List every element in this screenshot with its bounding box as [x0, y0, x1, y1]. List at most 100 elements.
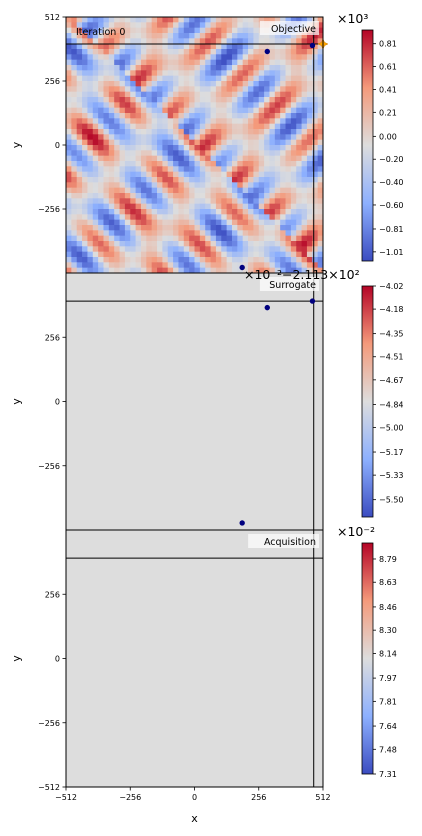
heatmap-cell: [264, 70, 270, 76]
heatmap-cell: [302, 209, 308, 215]
heatmap-cell: [178, 220, 184, 226]
heatmap-cell: [87, 214, 93, 220]
heatmap-cell: [178, 177, 184, 183]
heatmap-cell: [216, 145, 222, 151]
heatmap-cell: [291, 129, 297, 135]
heatmap-cell: [253, 214, 259, 220]
heatmap-cell: [103, 49, 109, 55]
heatmap-cell: [280, 182, 286, 188]
heatmap-cell: [296, 113, 302, 119]
heatmap-cell: [221, 246, 227, 252]
heatmap-cell: [280, 118, 286, 124]
colorbar-tick-label: 7.64: [379, 722, 397, 731]
heatmap-cell: [275, 70, 281, 76]
heatmap-cell: [120, 70, 126, 76]
heatmap-cell: [248, 86, 254, 92]
heatmap-cell: [162, 76, 168, 82]
heatmap-cell: [307, 166, 313, 172]
heatmap-cell: [286, 220, 292, 226]
heatmap-cell: [307, 108, 313, 114]
heatmap-cell: [296, 246, 302, 252]
heatmap-cell: [253, 166, 259, 172]
heatmap-cell: [296, 86, 302, 92]
heatmap-cell: [269, 86, 275, 92]
heatmap-cell: [302, 145, 308, 151]
heatmap-cell: [302, 230, 308, 236]
colorbar-tick-label: 0.81: [379, 40, 397, 49]
heatmap-cell: [296, 230, 302, 236]
heatmap-cell: [136, 134, 142, 140]
heatmap-cell: [114, 198, 120, 204]
heatmap-cell: [296, 49, 302, 55]
heatmap-cell: [66, 81, 72, 87]
colorbar-tick-label: 8.79: [379, 555, 397, 564]
heatmap-cell: [307, 257, 313, 263]
heatmap-cell: [66, 214, 72, 220]
heatmap-cell: [162, 188, 168, 194]
heatmap-cell: [152, 76, 158, 82]
heatmap-cell: [237, 92, 243, 98]
heatmap-cell: [87, 209, 93, 215]
heatmap-cell: [280, 108, 286, 114]
heatmap-cell: [103, 182, 109, 188]
heatmap-cell: [157, 241, 163, 247]
heatmap-cell: [152, 22, 158, 28]
heatmap-cell: [291, 49, 297, 55]
heatmap-cell: [71, 198, 77, 204]
heatmap-cell: [157, 140, 163, 146]
heatmap-cell: [103, 252, 109, 258]
objective-title: Objective: [271, 24, 316, 35]
heatmap-cell: [286, 134, 292, 140]
heatmap-cell: [120, 246, 126, 252]
heatmap-cell: [227, 193, 233, 199]
heatmap-cell: [152, 193, 158, 199]
heatmap-cell: [189, 230, 195, 236]
heatmap-cell: [221, 220, 227, 226]
colorbar-tick-label: −5.33: [379, 471, 404, 480]
heatmap-cell: [82, 140, 88, 146]
heatmap-cell: [71, 230, 77, 236]
heatmap-cell: [109, 92, 115, 98]
heatmap-cell: [259, 257, 265, 263]
heatmap-cell: [109, 225, 115, 231]
heatmap-cell: [232, 44, 238, 50]
heatmap-cell: [243, 92, 249, 98]
heatmap-cell: [221, 225, 227, 231]
heatmap-cell: [227, 204, 233, 210]
heatmap-cell: [269, 166, 275, 172]
x-tick-label: 512: [315, 793, 330, 802]
heatmap-cell: [136, 220, 142, 226]
heatmap-cell: [168, 225, 174, 231]
heatmap-cell: [200, 113, 206, 119]
heatmap-cell: [248, 166, 254, 172]
heatmap-cell: [184, 33, 190, 39]
heatmap-cell: [130, 145, 136, 151]
heatmap-cell: [286, 241, 292, 247]
heatmap-cell: [87, 198, 93, 204]
heatmap-cell: [259, 236, 265, 242]
heatmap-cell: [109, 70, 115, 76]
heatmap-cell: [93, 204, 99, 210]
heatmap-cell: [237, 177, 243, 183]
heatmap-cell: [307, 220, 313, 226]
heatmap-cell: [141, 86, 147, 92]
heatmap-cell: [264, 124, 270, 130]
heatmap-cell: [162, 156, 168, 162]
heatmap-cell: [125, 177, 131, 183]
heatmap-cell: [237, 172, 243, 178]
heatmap-cell: [291, 209, 297, 215]
heatmap-cell: [141, 124, 147, 130]
heatmap-cell: [259, 214, 265, 220]
heatmap-cell: [109, 44, 115, 50]
heatmap-cell: [248, 252, 254, 258]
heatmap-cell: [136, 124, 142, 130]
heatmap-cell: [264, 225, 270, 231]
heatmap-cell: [71, 150, 77, 156]
heatmap-cell: [200, 225, 206, 231]
heatmap-cell: [237, 81, 243, 87]
heatmap-cell: [232, 188, 238, 194]
heatmap-cell: [168, 49, 174, 55]
heatmap-cell: [87, 225, 93, 231]
heatmap-cell: [232, 204, 238, 210]
heatmap-cell: [103, 220, 109, 226]
